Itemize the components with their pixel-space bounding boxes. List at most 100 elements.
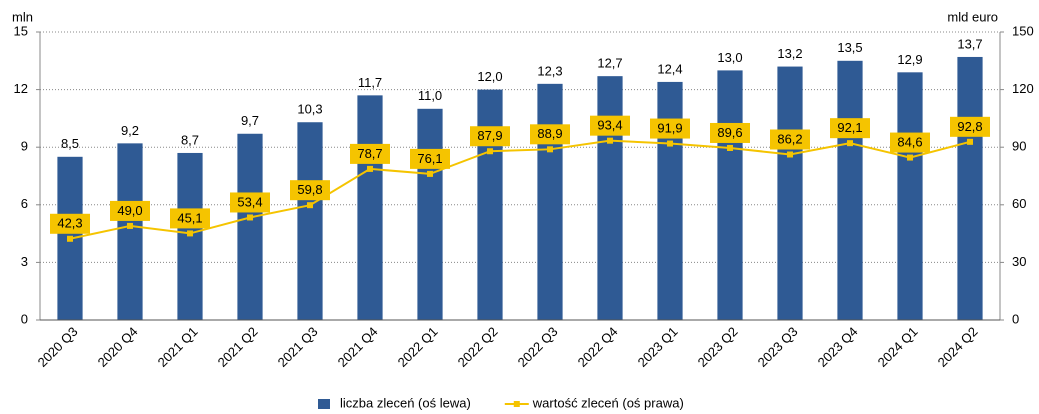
line-marker — [907, 154, 913, 161]
bar — [777, 66, 803, 320]
line-value-label: 45,1 — [177, 210, 202, 225]
y-tick-label: 3 — [21, 254, 28, 269]
bar — [357, 95, 383, 320]
line-value-label: 84,6 — [897, 135, 922, 150]
bar — [897, 72, 923, 320]
line-value-label: 88,9 — [537, 126, 562, 141]
line-marker — [547, 146, 553, 153]
y2-axis-label: mld euro — [947, 9, 998, 24]
line-value-label: 92,1 — [837, 120, 862, 135]
bar — [657, 81, 683, 320]
y-tick-label: 0 — [21, 311, 28, 326]
y2-tick-label: 0 — [1012, 311, 1019, 326]
line-marker — [847, 140, 853, 147]
line-label-box — [110, 200, 150, 221]
y-tick-label: 12 — [14, 81, 28, 96]
x-tick-label: 2024 Q2 — [935, 324, 981, 370]
line-value-label: 93,4 — [597, 118, 622, 133]
x-tick-label: 2024 Q1 — [875, 324, 921, 370]
bar-value-label: 9,2 — [121, 123, 139, 138]
legend-label: liczba zleceń (oś lewa) — [340, 395, 471, 410]
y-tick-label: 9 — [21, 139, 28, 154]
bar — [957, 56, 983, 321]
x-tick-label: 2022 Q3 — [515, 324, 561, 370]
legend-label: wartość zleceń (oś prawa) — [532, 395, 684, 410]
line-marker — [607, 137, 613, 144]
y2-tick-label: 60 — [1012, 196, 1026, 211]
line-value-label: 59,8 — [297, 182, 322, 197]
x-tick-label: 2023 Q4 — [815, 324, 861, 370]
line-label-box — [770, 129, 810, 150]
x-tick-label: 2022 Q4 — [575, 324, 621, 370]
bar-value-label: 13,7 — [957, 36, 982, 51]
line-label-box — [470, 126, 510, 147]
bar — [177, 152, 203, 320]
bar-value-label: 8,7 — [181, 132, 199, 147]
bar-value-label: 12,4 — [657, 61, 682, 76]
line-label-box — [350, 143, 390, 164]
line-marker — [487, 148, 493, 155]
line-marker — [787, 151, 793, 158]
bar-value-label: 11,7 — [358, 75, 382, 90]
y2-tick-label: 120 — [1012, 81, 1034, 96]
y-axis-label: mln — [12, 9, 33, 24]
line-value-label: 49,0 — [117, 203, 142, 218]
bar — [477, 89, 503, 320]
line-marker — [427, 170, 433, 177]
legend-swatch-marker — [513, 401, 520, 407]
x-tick-label: 2021 Q3 — [275, 324, 321, 370]
line-label-box — [530, 124, 570, 145]
x-tick-label: 2023 Q2 — [695, 324, 741, 370]
bar — [837, 60, 863, 321]
bar — [717, 70, 743, 321]
line-label-box — [590, 115, 630, 136]
bar — [297, 122, 323, 321]
x-tick-label: 2022 Q2 — [455, 324, 501, 370]
line-label-box — [170, 208, 210, 229]
bar-value-label: 10,3 — [297, 102, 322, 117]
line-label-box — [830, 118, 870, 139]
line-value-label: 78,7 — [357, 146, 382, 161]
y2-tick-label: 30 — [1012, 254, 1026, 269]
line-value-label: 86,2 — [777, 131, 802, 146]
line-marker — [307, 202, 313, 209]
x-tick-label: 2022 Q1 — [395, 324, 441, 370]
line-label-box — [890, 132, 930, 153]
x-tick-label: 2023 Q3 — [755, 324, 801, 370]
bar-value-label: 12,9 — [897, 52, 922, 67]
line-label-box — [50, 213, 90, 234]
line-value-label: 92,8 — [957, 119, 982, 134]
bar-value-label: 13,5 — [837, 40, 862, 55]
y-tick-label: 15 — [14, 23, 28, 38]
y-tick-label: 6 — [21, 196, 28, 211]
y2-tick-label: 90 — [1012, 139, 1026, 154]
line-marker — [67, 235, 73, 242]
bar — [417, 108, 443, 320]
x-tick-label: 2023 Q1 — [635, 324, 681, 370]
bar-value-label: 13,2 — [777, 46, 802, 61]
line-marker — [127, 222, 133, 229]
line-value-label: 42,3 — [57, 216, 82, 231]
line-value-label: 91,9 — [657, 120, 682, 135]
line-label-box — [230, 192, 270, 213]
line-marker — [247, 214, 253, 221]
line-value-label: 53,4 — [237, 194, 262, 209]
line-marker — [967, 138, 973, 145]
line-label-box — [710, 122, 750, 143]
bar — [237, 133, 263, 320]
line — [69, 139, 971, 240]
bar-value-label: 8,5 — [61, 136, 79, 151]
x-tick-label: 2021 Q1 — [155, 324, 201, 370]
line-marker — [667, 140, 673, 147]
line-label-box — [650, 118, 690, 139]
x-tick-label: 2021 Q2 — [215, 324, 261, 370]
bar-value-label: 12,3 — [537, 63, 562, 78]
bar-value-label: 11,0 — [418, 88, 442, 103]
x-tick-label: 2021 Q4 — [335, 324, 381, 370]
line-value-label: 76,1 — [417, 151, 442, 166]
line-label-box — [950, 116, 990, 137]
line-marker — [727, 144, 733, 151]
line-label-box — [290, 180, 330, 201]
x-tick-label: 2020 Q3 — [35, 324, 81, 370]
